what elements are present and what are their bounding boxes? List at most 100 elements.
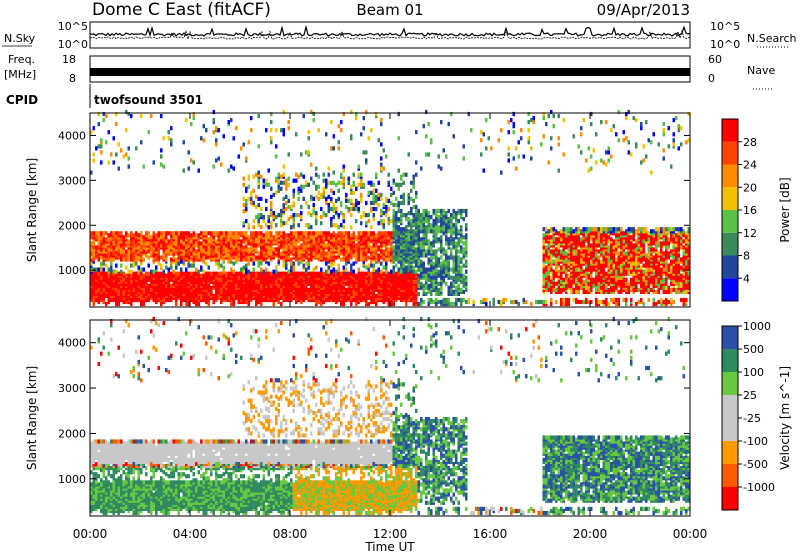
scatter-cell [130, 257, 133, 262]
scatter-cell [172, 255, 175, 260]
scatter-cell [382, 299, 385, 305]
scatter-cell [202, 255, 205, 260]
scatter-cell [305, 200, 308, 206]
scatter-cell [187, 289, 190, 294]
scatter-cell [385, 208, 388, 214]
noise-sky-trace [89, 24, 691, 38]
scatter-cell [337, 239, 340, 244]
scatter-cell [367, 231, 370, 236]
scatter-cell [112, 249, 115, 254]
scatter-cell [382, 265, 385, 270]
scatter-cell [107, 255, 110, 260]
scatter-cell [452, 211, 455, 216]
scatter-cell [330, 233, 333, 238]
scatter-cell [320, 215, 323, 220]
scatter-cell [130, 301, 133, 307]
scatter-cell [340, 223, 343, 228]
scatter-cell [352, 206, 355, 212]
scatter-cell [440, 299, 443, 305]
scatter-cell [115, 111, 118, 117]
scatter-cell [152, 279, 155, 284]
scatter-cell [300, 295, 303, 300]
scatter-cell [457, 297, 460, 303]
scatter-cell [282, 172, 285, 177]
scatter-cell [440, 245, 443, 250]
scatter-cell [395, 215, 398, 220]
scatter-cell [357, 291, 360, 296]
scatter-cell [170, 271, 173, 276]
scatter-cell [272, 192, 275, 197]
scatter-cell [242, 176, 245, 181]
scatter-cell [247, 293, 250, 298]
scatter-cell [455, 291, 458, 296]
scatter-cell [555, 287, 558, 292]
scatter-cell [195, 233, 198, 238]
scatter-cell [377, 202, 380, 208]
scatter-cell [332, 180, 335, 185]
scatter-cell [545, 283, 548, 288]
scatter-cell [245, 198, 248, 203]
scatter-cell [492, 301, 495, 307]
scatter-cell [465, 233, 468, 238]
scatter-cell [435, 217, 438, 222]
scatter-cell [160, 301, 163, 307]
scatter-cell [400, 295, 403, 300]
scatter-cell [255, 215, 258, 220]
scatter-cell [425, 134, 428, 139]
scatter-cell [205, 239, 208, 244]
scatter-cell [125, 291, 128, 296]
scatter-cell [532, 120, 535, 125]
scatter-cell [197, 251, 200, 256]
scatter-cell [407, 221, 410, 226]
scatter-cell [112, 245, 115, 250]
scatter-cell [395, 291, 398, 296]
scatter-cell [392, 269, 395, 274]
scatter-cell [420, 213, 423, 218]
scatter-cell [120, 263, 123, 268]
scatter-cell [372, 217, 375, 222]
scatter-cell [385, 283, 388, 288]
scatter-cell [377, 231, 380, 236]
scatter-cell [500, 170, 503, 175]
scatter-cell [365, 213, 368, 218]
scatter-cell [370, 206, 373, 212]
scatter-cell [357, 164, 360, 169]
scatter-cell [552, 235, 555, 240]
scatter-cell [352, 180, 355, 185]
scatter-cell [197, 233, 200, 238]
scatter-cell [427, 267, 430, 272]
scatter-cell [265, 275, 268, 280]
scatter-cell [140, 267, 143, 272]
scatter-cell [417, 301, 420, 307]
scatter-cell [335, 255, 338, 260]
scatter-cell [372, 206, 375, 212]
scatter-cell [440, 261, 443, 266]
scatter-cell [400, 221, 403, 226]
scatter-cell [262, 277, 265, 282]
scatter-cell [427, 289, 430, 294]
scatter-cell [435, 237, 438, 242]
scatter-cell [437, 164, 440, 169]
scatter-cell [260, 225, 263, 230]
scatter-cell [357, 279, 360, 284]
scatter-cell [485, 301, 488, 307]
scatter-cell [325, 213, 328, 218]
nsky-label: N.Sky [4, 32, 36, 45]
scatter-cell [330, 241, 333, 246]
scatter-cell [362, 182, 365, 187]
scatter-cell [422, 287, 425, 292]
scatter-cell [437, 269, 440, 274]
scatter-cell [307, 231, 310, 236]
scatter-cell [337, 213, 340, 218]
scatter-cell [395, 202, 398, 208]
scatter-cell [342, 231, 345, 236]
scatter-cell [352, 253, 355, 258]
scatter-cell [350, 184, 353, 189]
scatter-cell [327, 247, 330, 252]
scatter-cell [397, 217, 400, 222]
scatter-cell [190, 239, 193, 244]
scatter-cell [255, 285, 258, 290]
scatter-cell [300, 271, 303, 276]
scatter-cell [232, 255, 235, 260]
scatter-cell [270, 225, 273, 230]
